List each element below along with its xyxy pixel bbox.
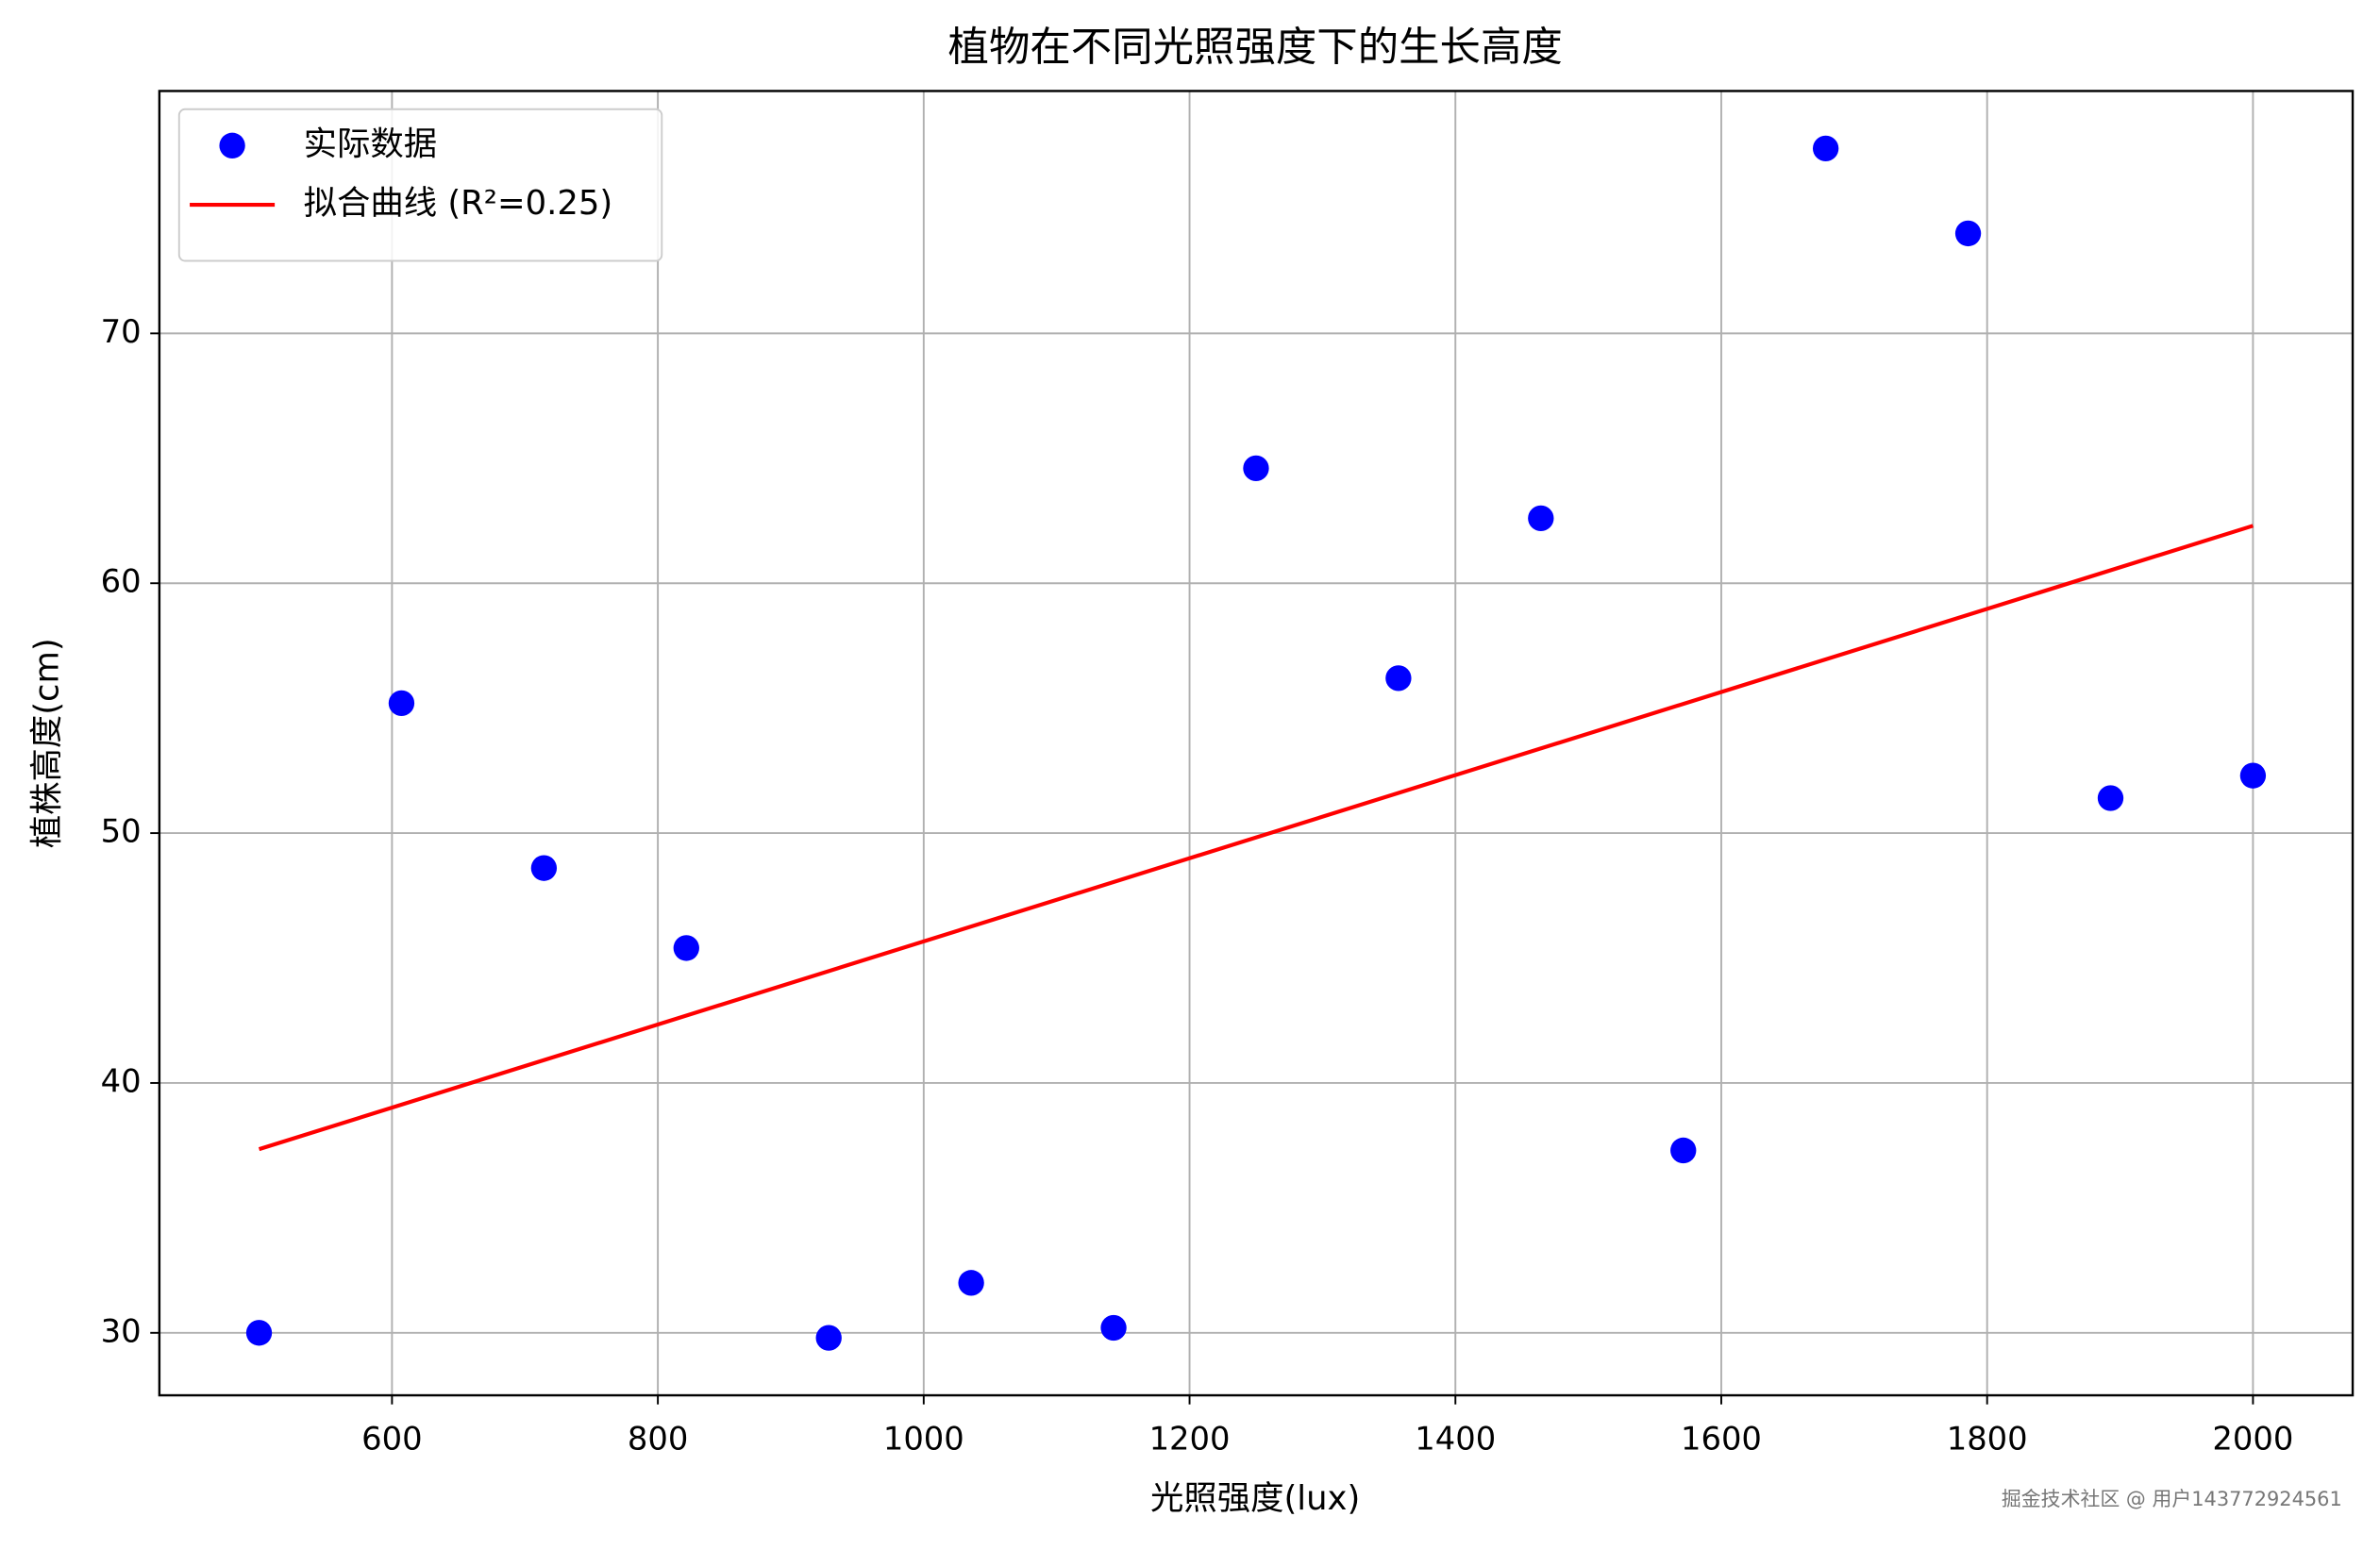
chart-title: 植物在不同光照强度下的生长高度 [948,25,1563,72]
y-axis-label: 植株高度(cm) [27,638,66,848]
scatter-point [2239,762,2267,789]
watermark: 掘金技术社区 @ 用户143772924561 [2002,1488,2342,1510]
plot-frame [158,90,2355,1397]
scatter-point [1812,135,1839,162]
fit-line [258,524,2254,1152]
scatter-point [1243,455,1269,482]
x-tick-label: 1800 [1947,1421,2028,1458]
x-tick-label: 1000 [883,1421,964,1458]
legend-label: 拟合曲线 (R²=0.25) [304,184,612,223]
y-tick-label: 70 [101,313,142,350]
x-tick-label: 2000 [2212,1421,2293,1458]
scatter-point [673,935,699,961]
scatter-point [958,1270,984,1296]
x-tick-label: 1400 [1415,1421,1496,1458]
scatter-point [2097,785,2124,811]
scatter-point [530,855,558,881]
y-tick-label: 50 [101,813,142,850]
legend-marker [219,132,245,158]
scatter-point [245,1320,273,1346]
x-tick-label: 1600 [1681,1421,1762,1458]
x-tick-label: 800 [628,1421,688,1458]
scatter-point [388,690,415,717]
y-tick-label: 30 [101,1312,142,1349]
legend-label: 实际数据 [304,125,437,163]
x-tick-label: 600 [361,1421,422,1458]
scatter-point [815,1325,842,1351]
scatter-point [1670,1137,1697,1164]
x-tick-label: 1200 [1149,1421,1231,1458]
scatter-point [1385,665,1412,692]
scatter-point [1528,505,1554,532]
legend-box [177,108,663,262]
scatter-point [1954,220,1982,247]
x-axis-label: 光照强度(lux) [1150,1479,1360,1518]
y-tick-label: 60 [101,563,142,600]
y-tick-label: 40 [101,1062,142,1099]
scatter-point [1100,1314,1127,1342]
